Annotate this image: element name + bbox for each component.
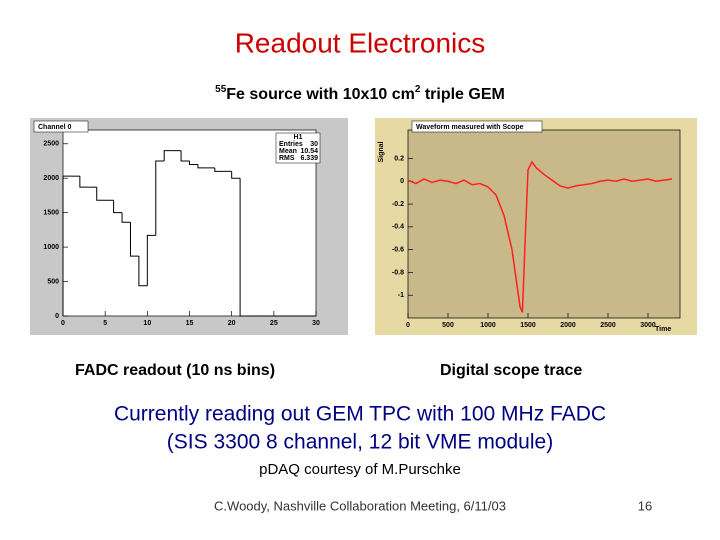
x-tick-label: 3000 xyxy=(640,322,656,329)
y-tick-label: 1500 xyxy=(43,210,59,217)
x-tick-label: 25 xyxy=(270,320,278,327)
x-tick-label: 1500 xyxy=(520,322,536,329)
caption: Digital scope trace xyxy=(440,362,582,379)
histogram-bin xyxy=(155,160,165,236)
y-tick-label: 2000 xyxy=(43,175,59,182)
waveform xyxy=(407,160,673,313)
y-tick-label: 0 xyxy=(55,313,59,320)
histogram-bin xyxy=(189,161,198,165)
page-number: 16 xyxy=(638,498,652,513)
x-tick-label: 0 xyxy=(406,322,410,329)
stats-name: H1 xyxy=(294,134,303,141)
histogram-bin xyxy=(214,167,224,172)
stats-value: 10.54 xyxy=(300,148,318,155)
histogram-bin xyxy=(180,150,190,162)
body-line: Currently reading out GEM TPC with 100 M… xyxy=(114,403,606,426)
title-box xyxy=(411,120,543,133)
superscript: 55 xyxy=(215,84,227,95)
y-tick-label: 0 xyxy=(400,178,404,185)
x-tick-label: 1000 xyxy=(480,322,496,329)
y-tick-label: -0.6 xyxy=(392,246,404,253)
histogram-bin xyxy=(163,150,173,161)
histogram-bin xyxy=(231,171,241,179)
x-tick-label: 30 xyxy=(312,320,320,327)
x-tick-label: 2000 xyxy=(560,322,576,329)
stats-label: Entries xyxy=(279,141,303,148)
y-tick-label: -0.4 xyxy=(392,224,404,231)
x-tick-label: 15 xyxy=(186,320,194,327)
x-tick-label: 5 xyxy=(103,320,107,327)
subtitle-text: Fe source with 10x10 cm xyxy=(226,86,415,103)
histogram-bin xyxy=(62,175,72,316)
plot-title: Waveform measured with Scope xyxy=(416,124,524,131)
y-tick-label: 0.2 xyxy=(394,155,404,162)
slide-title: Readout Electronics xyxy=(235,27,486,58)
body-line: (SIS 3300 8 channel, 12 bit VME module) xyxy=(167,431,553,454)
histogram-bin xyxy=(121,212,131,223)
y-tick-label: -0.8 xyxy=(392,269,404,276)
histogram-bin xyxy=(113,200,123,214)
caption: FADC readout (10 ns bins) xyxy=(75,362,275,379)
y-tick-label: 2500 xyxy=(43,141,59,148)
plot-title: Channel 0 xyxy=(38,124,72,131)
y-axis-label: Signal xyxy=(378,141,385,162)
footer: C.Woody, Nashville Collaboration Meeting… xyxy=(214,498,506,513)
stats-box xyxy=(275,132,321,164)
histogram-bin xyxy=(239,178,249,317)
stats-label: Mean xyxy=(279,148,297,155)
stats-label: RMS xyxy=(279,155,295,162)
y-tick-label: 1000 xyxy=(43,244,59,251)
plot-area xyxy=(407,129,681,319)
subtitle: 55Fe source with 10x10 cm2 triple GEM xyxy=(215,84,505,104)
histogram-bin xyxy=(129,222,139,257)
title-box xyxy=(33,120,89,133)
x-axis-label: Time xyxy=(655,326,671,333)
stats-value: 30 xyxy=(310,141,318,148)
y-tick-label: -0.2 xyxy=(392,201,404,208)
x-tick-label: 2500 xyxy=(600,322,616,329)
x-tick-label: 10 xyxy=(143,320,151,327)
histogram-bin xyxy=(138,256,148,287)
stats-value: 6.339 xyxy=(300,155,318,162)
y-tick-label: 500 xyxy=(47,278,59,285)
histogram-bin xyxy=(96,187,106,201)
x-tick-label: 0 xyxy=(61,320,65,327)
subtitle-text: triple GEM xyxy=(420,86,504,103)
x-tick-label: 20 xyxy=(228,320,236,327)
credit: pDAQ courtesy of M.Purschke xyxy=(259,461,461,478)
y-tick-label: -1 xyxy=(398,292,404,299)
histogram-bin xyxy=(79,176,89,188)
x-tick-label: 500 xyxy=(442,322,454,329)
histogram-bin xyxy=(146,234,156,286)
superscript: 2 xyxy=(415,84,421,95)
histogram-bin xyxy=(197,164,207,169)
